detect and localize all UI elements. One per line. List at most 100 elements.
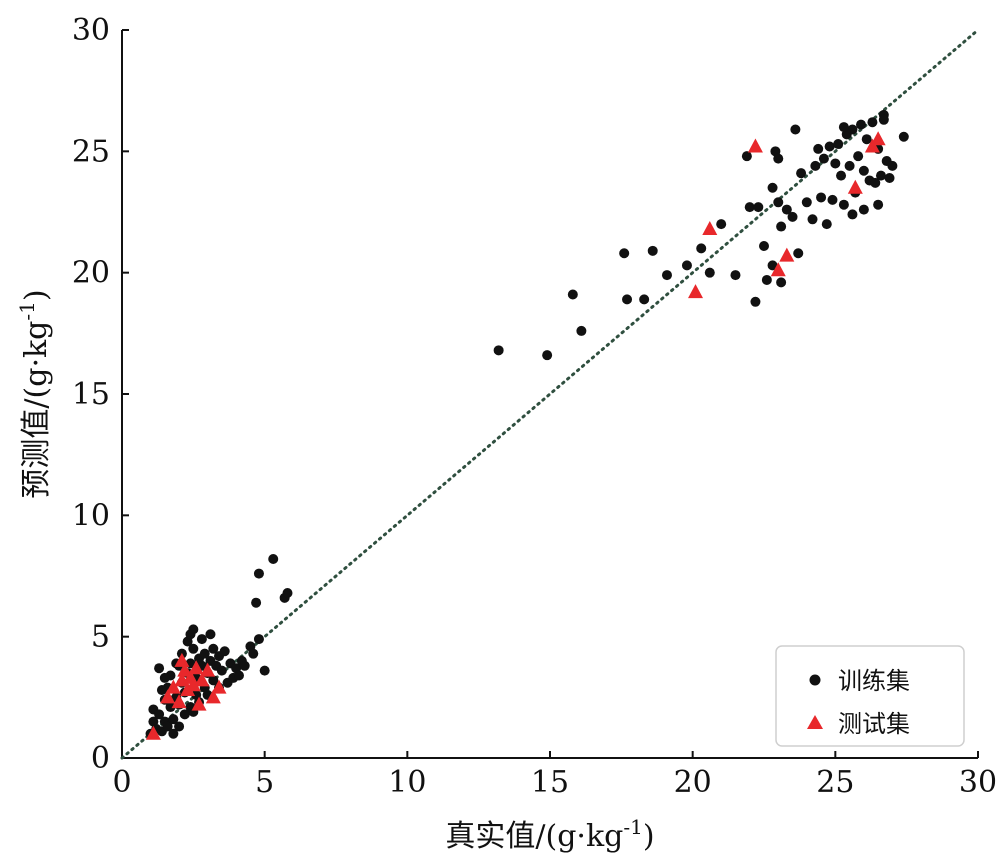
train-point [776,277,787,288]
test-point [864,138,880,153]
train-point [793,248,804,259]
x-tick-label: 15 [531,765,569,800]
x-tick-label: 0 [112,765,131,800]
data-points [145,109,909,740]
train-point [216,665,227,676]
train-point [870,177,881,188]
test-point [165,679,181,694]
train-point [884,173,895,184]
train-point [639,294,650,305]
train-point [704,267,715,278]
train-point [619,248,630,259]
train-point [174,721,185,732]
train-point [622,294,633,305]
train-point [759,240,769,251]
train-point [168,714,179,725]
train-point [268,554,279,565]
series-test [145,131,886,740]
test-point [779,247,795,262]
legend-marker-test [807,715,823,729]
train-point [847,209,858,220]
train-point [716,219,727,230]
train-point [844,160,855,171]
train-point [824,141,835,152]
train-point [875,170,886,181]
y-tick-label: 30 [72,13,110,48]
train-point [767,182,778,193]
test-point [174,652,190,667]
train-point [838,199,849,210]
train-point [858,204,869,215]
train-point [576,325,587,336]
train-point [813,143,824,154]
test-point [702,220,718,235]
train-point [239,660,250,671]
train-point [208,643,219,654]
legend-box [775,645,965,747]
train-point [196,634,207,645]
x-axis-title: 真实值/(g·kg-1) [445,815,654,854]
train-point [154,709,165,720]
train-point [821,219,832,230]
train-point [836,170,847,181]
train-point [773,153,784,164]
train-point [878,114,889,125]
train-point [761,274,772,285]
train-point [681,260,692,271]
train-point [873,199,884,210]
test-point [188,660,204,675]
train-point [233,670,244,681]
train-point [773,197,784,208]
train-point [810,160,821,171]
y-tick-label: 15 [72,377,110,412]
test-point [205,689,221,704]
test-point [194,672,210,687]
train-point [205,629,216,640]
y-axis-title: 预测值/(g·kg-1) [15,289,54,498]
train-point [830,158,841,169]
train-point [827,194,838,205]
train-point [696,243,707,254]
train-point [744,202,755,213]
test-point [145,725,161,740]
train-point [858,165,869,176]
train-point [253,634,264,645]
series-train [145,109,909,739]
test-point [177,662,193,677]
test-point [211,679,227,694]
y-tick-label: 20 [72,256,110,291]
test-point [200,662,216,677]
train-point [847,124,858,135]
test-point [770,262,786,277]
train-point [185,629,196,640]
train-point [818,153,829,164]
train-point [787,211,798,222]
train-point [188,643,199,654]
train-point [750,296,761,307]
train-point [730,270,741,281]
train-point [493,345,504,356]
train-point [251,597,262,608]
train-point [861,134,872,145]
train-point [162,721,173,732]
train-point [887,160,898,171]
train-point [898,131,909,142]
test-point [185,677,201,692]
test-point [160,689,176,704]
test-point [870,131,886,146]
train-point [208,675,219,686]
train-point [154,663,165,674]
train-point [816,192,827,203]
train-point [219,646,230,657]
train-point [781,204,792,215]
legend-label-test: 测试集 [838,710,910,738]
train-point [567,289,578,300]
x-tick-label: 10 [388,765,426,800]
train-point [776,221,787,232]
train-point [159,672,170,683]
legend: 训练集 测试集 [775,645,965,747]
x-tick-label: 5 [255,765,274,800]
y-tick-label: 5 [91,620,110,655]
train-point [807,214,818,225]
